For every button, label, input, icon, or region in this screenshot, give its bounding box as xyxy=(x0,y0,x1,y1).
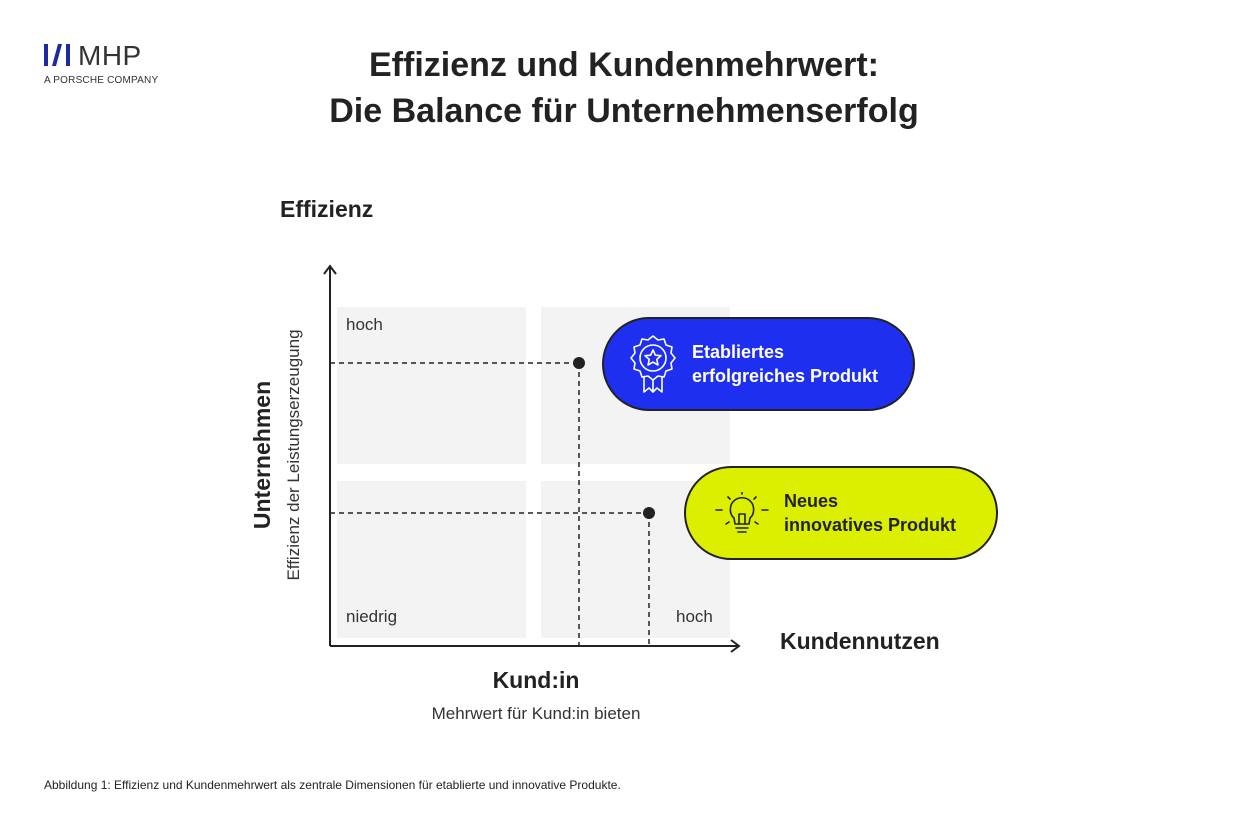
innovative-product-label-line-2: innovatives Produkt xyxy=(784,515,957,535)
lightbulb-icon xyxy=(715,492,769,533)
quadrant-label-bottom-left: niedrig xyxy=(346,607,398,626)
figure-caption: Abbildung 1: Effizienz und Kundenmehrwer… xyxy=(44,778,621,792)
point-established-product xyxy=(573,357,585,369)
established-product-label-line-1: Etabliertes xyxy=(692,342,785,362)
quadrant-top-left xyxy=(337,307,526,464)
x-axis-sublabel: Mehrwert für Kund:in bieten xyxy=(431,704,641,723)
x-axis-label: Kund:in xyxy=(492,667,580,693)
x-axis-arrow-icon xyxy=(730,639,741,653)
page-title-line-1: Effizienz und Kundenmehrwert: xyxy=(369,46,879,84)
point-innovative-product xyxy=(643,507,655,519)
x-axis-right-label: Kundennutzen xyxy=(780,628,940,654)
quadrant-label-top-left: hoch xyxy=(346,315,383,334)
established-product-badge: Etabliertes erfolgreiches Produkt xyxy=(602,317,915,411)
logo-wordmark: MHP xyxy=(78,40,142,71)
logo-subtitle: A PORSCHE COMPANY xyxy=(44,75,159,86)
established-product-label: Etabliertes erfolgreiches Produkt xyxy=(692,340,878,388)
y-axis-top-label: Effizienz xyxy=(280,196,374,222)
mhp-logo-mark-icon xyxy=(44,44,70,66)
y-axis-sublabel: Effizienz der Leistungserzeugung xyxy=(284,329,303,581)
established-product-label-line-2: erfolgreiches Produkt xyxy=(692,366,879,386)
quadrant-label-bottom-right: hoch xyxy=(676,607,713,626)
quadrant-bottom-left xyxy=(337,481,526,638)
y-axis-arrow-icon xyxy=(323,264,337,275)
award-star-icon xyxy=(630,335,676,393)
innovative-product-label: Neues innovatives Produkt xyxy=(784,489,956,537)
innovative-product-badge: Neues innovatives Produkt xyxy=(684,466,998,560)
page-title-line-2: Die Balance für Unternehmenserfolg xyxy=(329,92,919,130)
innovative-product-label-line-1: Neues xyxy=(784,491,839,511)
y-axis-label: Unternehmen xyxy=(249,380,275,530)
